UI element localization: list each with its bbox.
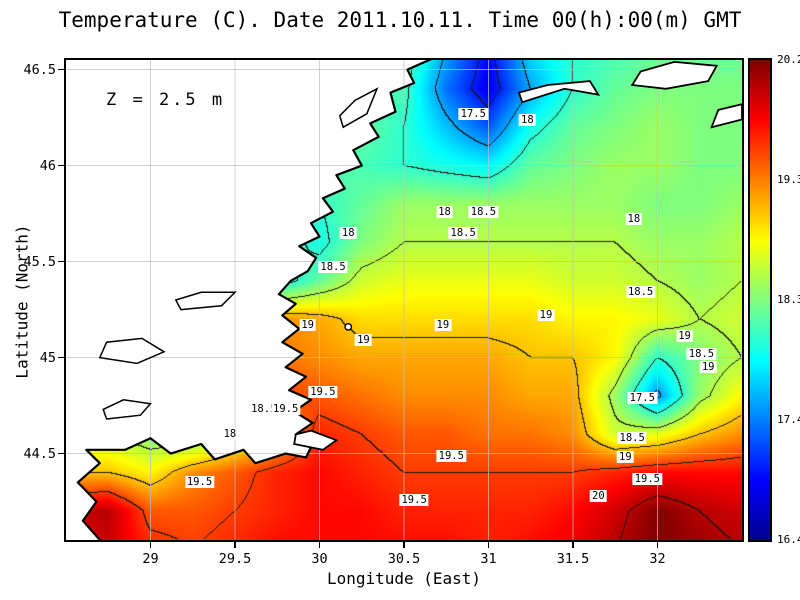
contour-label: 19 [699,361,717,374]
x-tick-mark [318,542,321,548]
colorbar-tick-label: 20.2 [777,53,800,66]
x-axis-label: Longitude (East) [326,569,482,588]
contour-label: 18 [625,213,643,226]
x-tick-mark [487,542,490,548]
x-tick-mark [403,542,405,548]
y-tick-mark [58,260,64,263]
x-tick-mark [149,542,152,548]
contour-label: 20 [590,489,607,502]
contour-labels-layer: 17.5 18 18 18.5 18.5 18 18 18.5 18.5 19 19 18.5 19 19… [66,60,742,540]
x-tick-label: 29 [142,551,159,567]
colorbar-tick-label: 17.4 [777,413,800,426]
contour-label: 19 [676,330,693,343]
lake [338,87,379,129]
contour-label: 19 [434,318,452,331]
y-tick-mark [58,68,64,71]
small-island [344,322,353,331]
island [630,60,719,90]
contour-label: 18 [436,205,453,218]
depth-annotation: Z = 2.5 m [106,90,226,110]
island [293,429,339,451]
colorbar-tick-label: 18.3 [777,293,800,306]
x-tick-label: 30 [311,551,328,567]
contour-label: 19.5 [399,493,429,506]
y-tick-mark [58,164,64,167]
contour-label: 19.5 [632,472,663,485]
contour-label: 19.5 [436,449,466,462]
coastline [76,60,432,540]
x-tick-mark [572,542,574,548]
contour-label: 18 [221,428,239,441]
x-tick-label: 31 [480,551,497,567]
y-tick-label: 45.5 [23,253,56,270]
contour-label: 17.5 [458,107,488,120]
contour-label: 18.5 [617,432,647,445]
contour-label: 17.5 [627,391,657,404]
contour-label: 18.5 [686,347,717,360]
x-tick-label: 29.5 [218,551,252,567]
contour-label: 19 [355,334,372,347]
contour-label: 18.5 [468,205,499,218]
contour-label: 18.5 [625,286,656,299]
island [517,80,601,104]
contour-label: 19 [537,309,555,322]
x-tick-mark [234,542,236,548]
y-tick-label: 44.5 [23,445,56,462]
contour-label: 18.5 [448,226,478,239]
plot-area: 17.5 18 18 18.5 18.5 18 18 18.5 18.5 19 19 18.5 19 19… [64,58,744,542]
plot-title: Temperature (C). Date 2011.10.11. Time 0… [58,8,742,32]
y-tick-label: 46 [39,157,56,174]
y-tick-mark [58,452,64,455]
contour-label: 18.5 [318,261,348,274]
island [710,103,742,129]
y-tick-label: 46.5 [23,61,56,78]
y-tick-mark [58,356,64,359]
colorbar-canvas [750,60,770,540]
contour-label: 19.5 [271,403,301,416]
lake [102,399,152,420]
colorbar-tick-label: 19.3 [777,173,800,186]
contour-label: 18 [519,113,536,126]
contour-label: 19 [617,451,634,464]
x-tick-label: 30.5 [387,551,421,567]
lake [98,337,166,365]
x-tick-mark [656,542,659,548]
contour-label: 19.5 [184,476,215,489]
lake [174,291,237,311]
map-overlay [66,60,742,540]
contour-label: 19.5 [308,386,338,399]
colorbar-tick-label: 16.4 [777,533,800,546]
y-axis-label: Latitude (North) [12,224,32,379]
colorbar [748,58,772,542]
x-tick-label: 32 [649,551,666,567]
x-tick-label: 31.5 [556,551,590,567]
contour-label: 19 [299,318,316,331]
contour-label: 18 [339,226,357,239]
y-tick-label: 45 [39,349,56,366]
